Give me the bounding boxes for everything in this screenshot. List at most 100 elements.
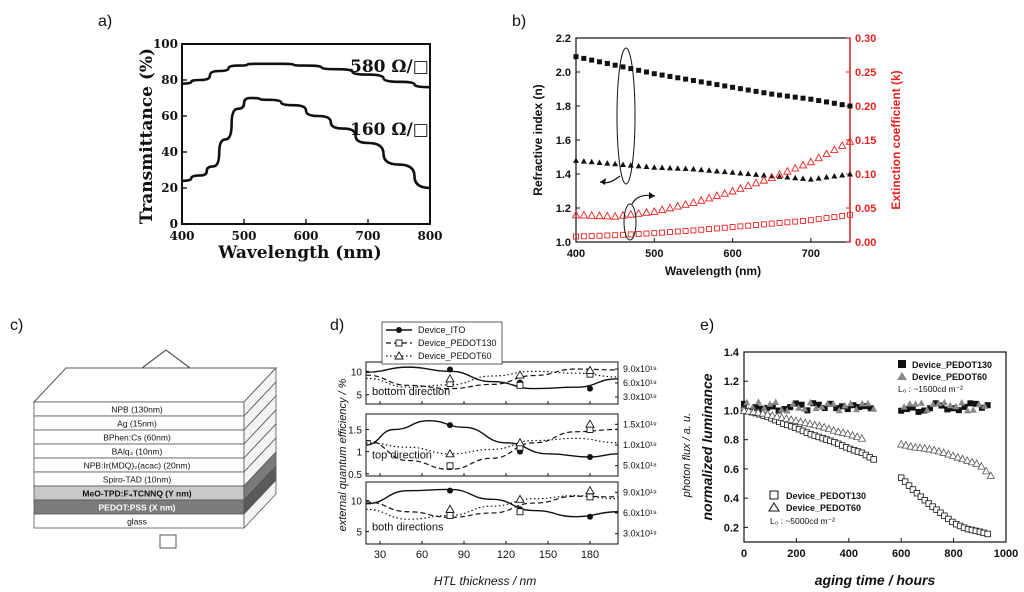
panel-e-ytick-label: 0.6 [724, 464, 739, 476]
panel-d-point-p60 [585, 419, 595, 428]
panel-b-point-s1 [698, 166, 705, 173]
panel-b-point-s0 [769, 91, 775, 97]
panel-b-point-s1 [596, 159, 603, 165]
panel-b-point-s1 [807, 176, 814, 182]
panel-b-point-s2 [673, 201, 683, 210]
panel-d-point-p130 [586, 493, 594, 501]
panel-b-point-s1 [784, 174, 791, 180]
panel-e-point-p60-1500 [806, 398, 814, 406]
panel-b-point-s1 [800, 175, 807, 181]
panel-e-point-p60-1500 [795, 404, 803, 411]
panel-d-ytick-label: 5 [356, 391, 362, 402]
panel-e-point-p130-1500 [967, 400, 974, 407]
panel-label-a: a) [98, 13, 112, 30]
panel-d-point-ito [447, 422, 453, 429]
panel-d-legend-marker-p60 [394, 351, 404, 360]
panel-a-ylabel: Transmittance (%) [137, 48, 157, 224]
panel-e-point-p130-1500 [781, 406, 788, 413]
panel-b-point-s3 [847, 211, 853, 218]
panel-d-y2tick-label: 3.0x10¹⁹ [623, 529, 657, 539]
panel-d-point-p130 [446, 462, 454, 470]
panel-e-point-p130-1500 [915, 408, 922, 415]
panel-e-point-p60-1500 [829, 400, 837, 407]
panel-e-point-p130-5000 [901, 478, 909, 485]
panel-b-point-s2 [798, 160, 808, 169]
panel-e-legend-top-1: Device_PEDOT130 [912, 360, 992, 370]
panel-b-point-s0 [737, 86, 743, 92]
panel-d-xtick-label: 60 [416, 549, 428, 561]
panel-d-ylabel: external quantum efficiency / % [337, 378, 349, 531]
panel-b-point-s2 [806, 157, 816, 166]
panel-d-point-p60 [445, 448, 455, 458]
panel-d-subplot-title: both directions [372, 521, 444, 533]
panel-e-point-p60-1500 [906, 400, 914, 407]
panel-e-point-p60-1500 [835, 406, 843, 414]
panel-e-point-p60-1500 [929, 400, 937, 408]
panel-e-point-p60-5000 [915, 443, 925, 452]
panel-c-layer-label: Ag (15nm) [117, 419, 157, 429]
panel-b-point-s0 [800, 95, 806, 101]
panel-b-y2tick-label: 0.05 [855, 203, 876, 215]
panel-b-point-s2 [814, 153, 823, 162]
panel-b-point-s2 [767, 172, 776, 181]
panel-b-point-s2 [790, 163, 800, 172]
panel-a-xtick-label: 500 [231, 229, 256, 243]
panel-e-point-p60-5000 [772, 412, 782, 420]
panel-e-point-p60-5000 [810, 420, 819, 429]
panel-e-point-p60-5000 [986, 471, 995, 479]
panel-b-point-s0 [745, 87, 751, 93]
panel-d-ytick-label: 5 [356, 528, 362, 539]
panel-b-point-s3 [807, 217, 814, 224]
panel-b-y2label: Extinction coefficient (k) [889, 70, 903, 209]
panel-b-ylabel: Refractive index (n) [531, 84, 545, 195]
panel-e-point-p130-1500 [815, 401, 822, 408]
panel-a-xtick-label: 400 [169, 229, 194, 243]
panel-b-point-s1 [792, 174, 799, 181]
panel-d-line-p130 [365, 428, 619, 470]
panel-b-point-s3 [784, 219, 791, 226]
panel-b-ytick-label: 1.6 [556, 135, 571, 147]
panel-d-point-p60 [515, 437, 525, 447]
panel-b-point-s0 [847, 103, 853, 109]
panel-b-point-s0 [620, 64, 626, 70]
panel-d-point-p60 [515, 370, 525, 379]
panel-e-xtick-label: 600 [892, 548, 910, 560]
panel-d-line-ito [365, 488, 619, 518]
panel-e-xtick-label: 400 [840, 548, 858, 560]
panel-b-point-s3 [659, 229, 666, 236]
panel-e-point-p60-5000 [763, 409, 772, 418]
panel-b-point-s0 [690, 78, 696, 83]
panel-b-point-s1 [831, 173, 838, 179]
panel-b-point-s0 [659, 72, 665, 78]
panel-d-xlabel: HTL thickness / nm [434, 574, 536, 588]
panel-b-point-s0 [589, 57, 595, 63]
panel-e-point-p60-1500 [870, 405, 878, 412]
panel-c-layer-stack: NPB (130nm) Ag (15nm) BPhen:Cs (60nm) BAlq₃… [32, 349, 278, 549]
panel-b-point-s1 [659, 164, 666, 171]
panel-e-point-p130-5000 [870, 456, 877, 463]
panel-e-point-p60-1500 [864, 399, 872, 407]
panel-b-point-s2 [571, 210, 581, 219]
panel-e-xtick-label: 0 [741, 548, 747, 560]
panel-d-y2tick-label: 9.0x10¹⁹ [623, 487, 657, 497]
panel-d-point-p60 [585, 485, 595, 495]
panel-e-point-p60-5000 [805, 419, 815, 428]
panel-a-xtick-label: 700 [355, 229, 380, 243]
panel-e-point-p130-1500 [984, 402, 991, 409]
panel-b-point-s3 [721, 224, 728, 231]
panel-e-point-p60-1500 [900, 403, 908, 410]
panel-b-point-s1 [706, 167, 713, 173]
panel-e-point-p60-1500 [940, 398, 948, 406]
panel-e-point-p130-1500 [867, 405, 874, 412]
panel-e-point-p60-5000 [853, 432, 862, 441]
panel-c-layer-label: glass [127, 517, 147, 527]
panel-d-point-p60 [585, 365, 595, 374]
panel-e-point-p60-1500 [772, 398, 780, 405]
panel-d-y2tick-label: 6.0x10¹⁹ [623, 378, 657, 388]
panel-e-point-p60-5000 [848, 430, 857, 439]
panel-b-point-s1 [753, 171, 760, 177]
panel-e-point-p60-1500 [760, 404, 768, 412]
panel-b-point-s1 [760, 172, 767, 178]
panel-d-y2tick-label: 6.0x10¹⁹ [623, 508, 657, 518]
panel-e-legend-bottom-1: Device_PEDOT130 [786, 491, 866, 501]
